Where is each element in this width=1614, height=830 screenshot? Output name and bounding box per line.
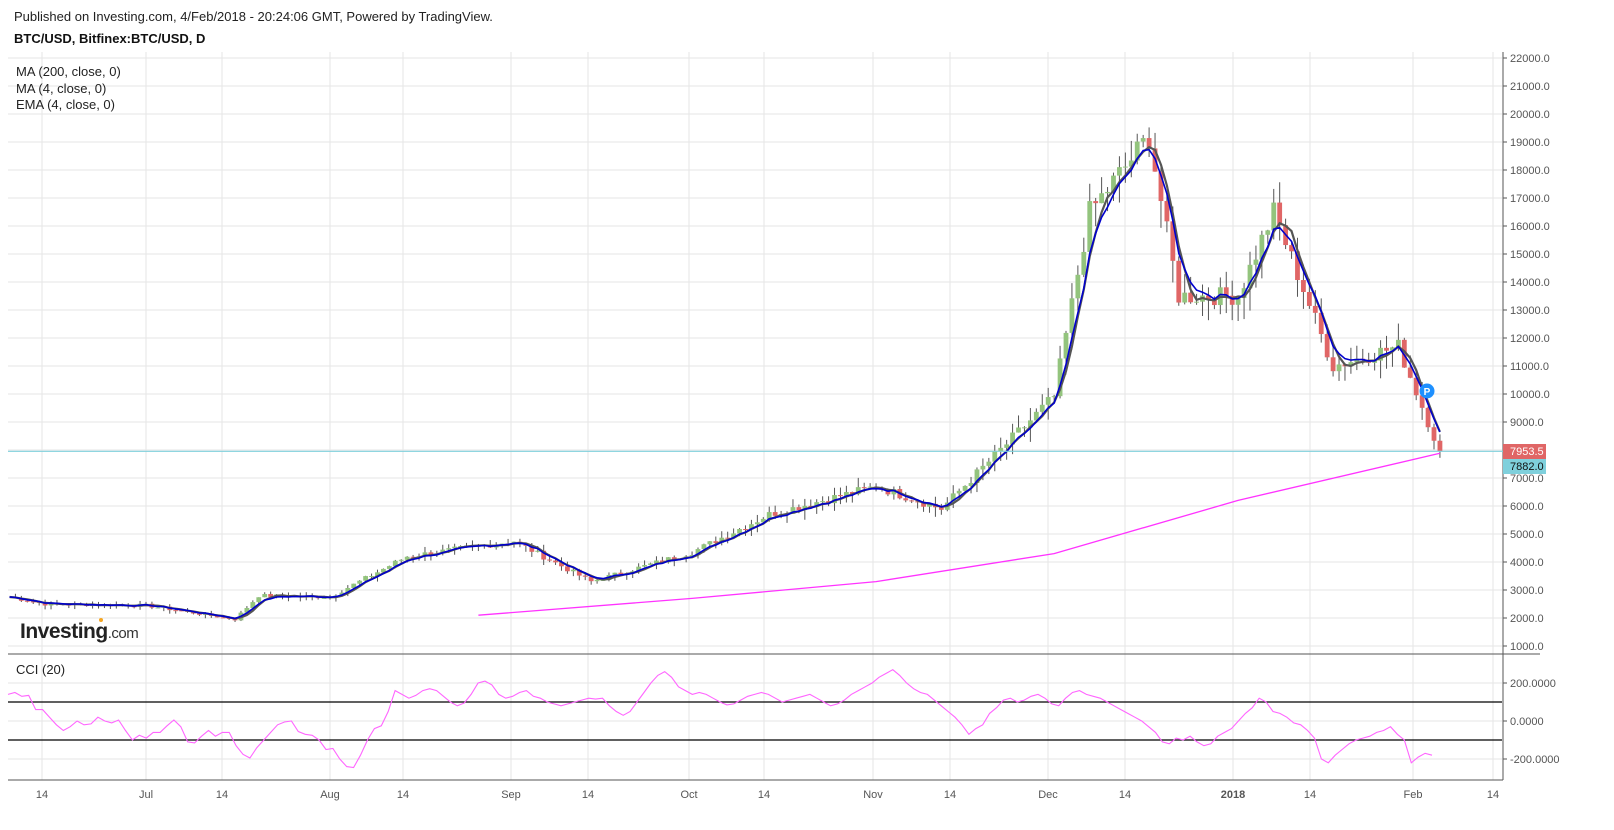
time-axis-label: Sep: [501, 789, 521, 801]
p-marker-icon[interactable]: [1419, 383, 1435, 399]
symbol-title: BTC/USD, Bitfinex:BTC/USD, D: [14, 31, 206, 46]
ema4-line: [9, 148, 1441, 620]
logo-dot-icon: [99, 618, 103, 622]
svg-text:7953.5: 7953.5: [1510, 446, 1544, 458]
indicator-legend: MA (200, close, 0) MA (4, close, 0) EMA …: [16, 64, 121, 114]
time-axis-label: Jul: [139, 789, 153, 801]
price-axis-label: 4000.0: [1510, 557, 1544, 569]
candles: [13, 127, 1443, 623]
ma4-line: [9, 145, 1441, 620]
price-axis-label: 21000.0: [1510, 81, 1550, 93]
time-axis-label: 14: [582, 789, 594, 801]
price-axis-label: 12000.0: [1510, 333, 1550, 345]
time-axis-label: 14: [758, 789, 770, 801]
legend-ma200[interactable]: MA (200, close, 0): [16, 64, 121, 79]
price-axis-label: 1000.0: [1510, 641, 1544, 653]
logo-main: Investing: [20, 620, 108, 643]
time-axis-label: 14: [1487, 789, 1499, 801]
price-axis-label: 14000.0: [1510, 277, 1550, 289]
price-axis-label: 18000.0: [1510, 165, 1550, 177]
time-axis-label: 14: [397, 789, 409, 801]
time-axis-label: Feb: [1404, 789, 1423, 801]
cci-axis-label: 200.0000: [1510, 678, 1556, 690]
time-axis-label: 14: [216, 789, 228, 801]
legend-ma4[interactable]: MA (4, close, 0): [16, 80, 107, 96]
cci-axis-label: 0.0000: [1510, 716, 1544, 728]
time-axis-label: 14: [1304, 789, 1316, 801]
price-axis-label: 13000.0: [1510, 305, 1550, 317]
time-axis-label: Nov: [863, 789, 883, 801]
legend-ema4[interactable]: EMA (4, close, 0): [16, 97, 115, 112]
investing-logo: Investing.com: [20, 618, 139, 644]
time-axis-label: 14: [944, 789, 956, 801]
cci-pane-label[interactable]: CCI (20): [16, 662, 66, 677]
ma200-badge: [1503, 459, 1546, 474]
published-caption: Published on Investing.com, 4/Feb/2018 -…: [14, 9, 493, 24]
ma200-line: [478, 452, 1441, 616]
price-axis-label: 15000.0: [1510, 249, 1550, 261]
price-axis-label: 19000.0: [1510, 137, 1550, 149]
price-axis-label: 7000.0: [1510, 473, 1544, 485]
price-axis-label: 20000.0: [1510, 109, 1550, 121]
logo-suffix: .com: [107, 625, 139, 642]
price-axis-label: 22000.0: [1510, 53, 1550, 65]
svg-text:7882.0: 7882.0: [1510, 461, 1544, 473]
price-axis-label: 5000.0: [1510, 529, 1544, 541]
cci-axis-label: -200.0000: [1510, 754, 1560, 766]
price-axis-label: 16000.0: [1510, 221, 1550, 233]
last-price-badge: [1503, 444, 1546, 459]
time-axis-label: 2018: [1221, 789, 1245, 801]
price-axis-label: 6000.0: [1510, 501, 1544, 513]
time-axis-label: Aug: [320, 789, 340, 801]
price-axis-label: 10000.0: [1510, 389, 1550, 401]
price-axis-label: 3000.0: [1510, 585, 1544, 597]
price-axis-label: 17000.0: [1510, 193, 1550, 205]
time-axis-label: 14: [1119, 789, 1131, 801]
price-axis-label: 11000.0: [1510, 361, 1549, 373]
price-axis-label: 9000.0: [1510, 417, 1544, 429]
svg-text:P: P: [1424, 387, 1431, 398]
price-axis-label: 2000.0: [1510, 613, 1544, 625]
time-axis-label: 14: [36, 789, 48, 801]
time-axis-label: Dec: [1038, 789, 1058, 801]
time-axis-label: Oct: [680, 789, 697, 801]
cci-line: [7, 669, 1433, 769]
